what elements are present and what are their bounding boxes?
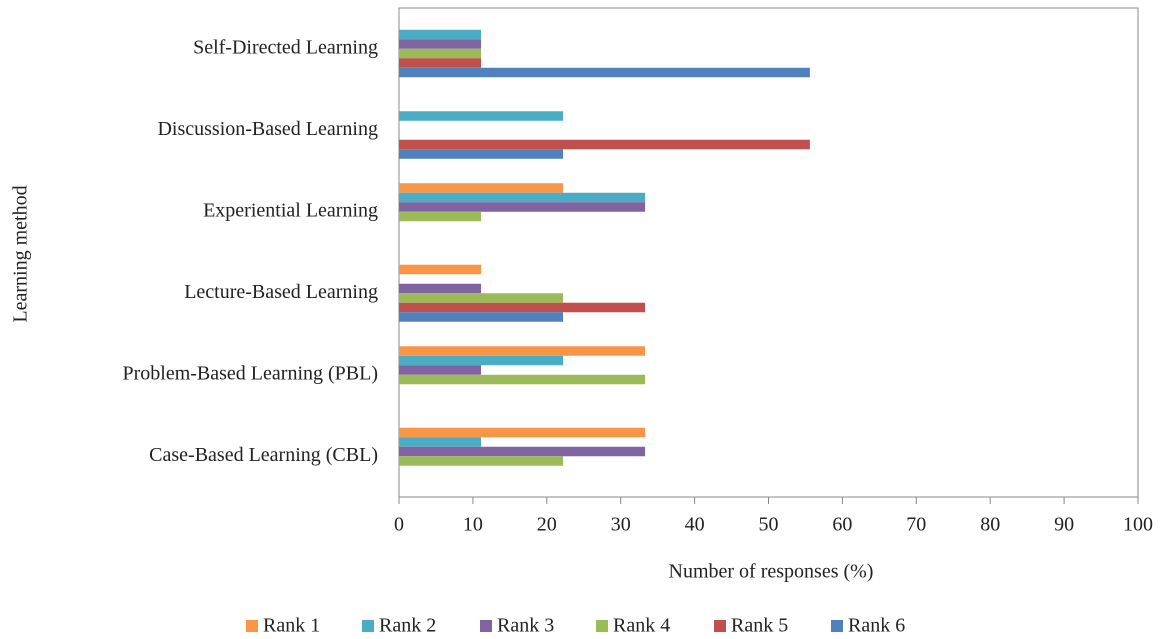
bar bbox=[399, 437, 482, 447]
legend-swatch bbox=[246, 620, 258, 632]
bar bbox=[399, 264, 482, 275]
bar bbox=[399, 29, 482, 40]
legend-swatch bbox=[480, 620, 492, 632]
legend-label: Rank 4 bbox=[613, 615, 670, 637]
plot-area bbox=[398, 7, 1139, 498]
x-tick-label: 50 bbox=[759, 514, 779, 536]
bar bbox=[399, 355, 564, 366]
legend-label: Rank 1 bbox=[263, 615, 320, 637]
legend-label: Rank 5 bbox=[731, 615, 788, 637]
bar bbox=[399, 58, 482, 68]
bar bbox=[399, 211, 482, 222]
bar bbox=[399, 48, 482, 59]
x-axis-label: Number of responses (%) bbox=[669, 561, 874, 583]
legend-swatch bbox=[596, 620, 608, 632]
bar bbox=[399, 302, 646, 313]
legend-label: Rank 2 bbox=[379, 615, 436, 637]
y-tick-label: Problem-Based Learning (PBL) bbox=[123, 362, 379, 384]
y-tick-label: Self-Directed Learning bbox=[193, 36, 378, 58]
bar bbox=[399, 346, 646, 356]
legend-label: Rank 3 bbox=[497, 615, 554, 637]
x-tick-label: 30 bbox=[611, 514, 631, 536]
bar bbox=[399, 374, 646, 385]
x-tick-label: 10 bbox=[463, 514, 483, 536]
bar bbox=[399, 365, 482, 375]
y-axis-label: Learning method bbox=[10, 185, 32, 322]
x-tick-label: 20 bbox=[537, 514, 557, 536]
x-tick-label: 70 bbox=[906, 514, 926, 536]
y-tick-label: Discussion-Based Learning bbox=[157, 118, 378, 140]
bar bbox=[399, 67, 810, 78]
bar bbox=[399, 456, 564, 466]
bar bbox=[399, 149, 564, 159]
bar bbox=[399, 202, 646, 212]
bar bbox=[399, 312, 564, 322]
bar bbox=[399, 192, 646, 203]
bar bbox=[399, 183, 564, 193]
bar bbox=[399, 293, 564, 303]
x-tick-label: 100 bbox=[1123, 514, 1153, 536]
y-tick-label: Experiential Learning bbox=[203, 199, 378, 221]
bar bbox=[399, 446, 646, 457]
bar bbox=[399, 39, 482, 49]
bar bbox=[399, 139, 810, 150]
x-tick-label: 40 bbox=[685, 514, 705, 536]
y-tick-label: Case-Based Learning (CBL) bbox=[149, 444, 378, 466]
legend-label: Rank 6 bbox=[848, 615, 905, 637]
x-tick-label: 80 bbox=[980, 514, 1000, 536]
bar bbox=[399, 283, 482, 294]
bar bbox=[399, 427, 646, 438]
x-tick-label: 0 bbox=[394, 514, 404, 536]
bar bbox=[399, 111, 564, 121]
legend-swatch bbox=[714, 620, 726, 632]
legend-swatch bbox=[362, 620, 374, 632]
legend-swatch bbox=[831, 620, 843, 632]
x-tick-label: 60 bbox=[832, 514, 852, 536]
x-tick-label: 90 bbox=[1054, 514, 1074, 536]
y-tick-label: Lecture-Based Learning bbox=[184, 281, 378, 303]
